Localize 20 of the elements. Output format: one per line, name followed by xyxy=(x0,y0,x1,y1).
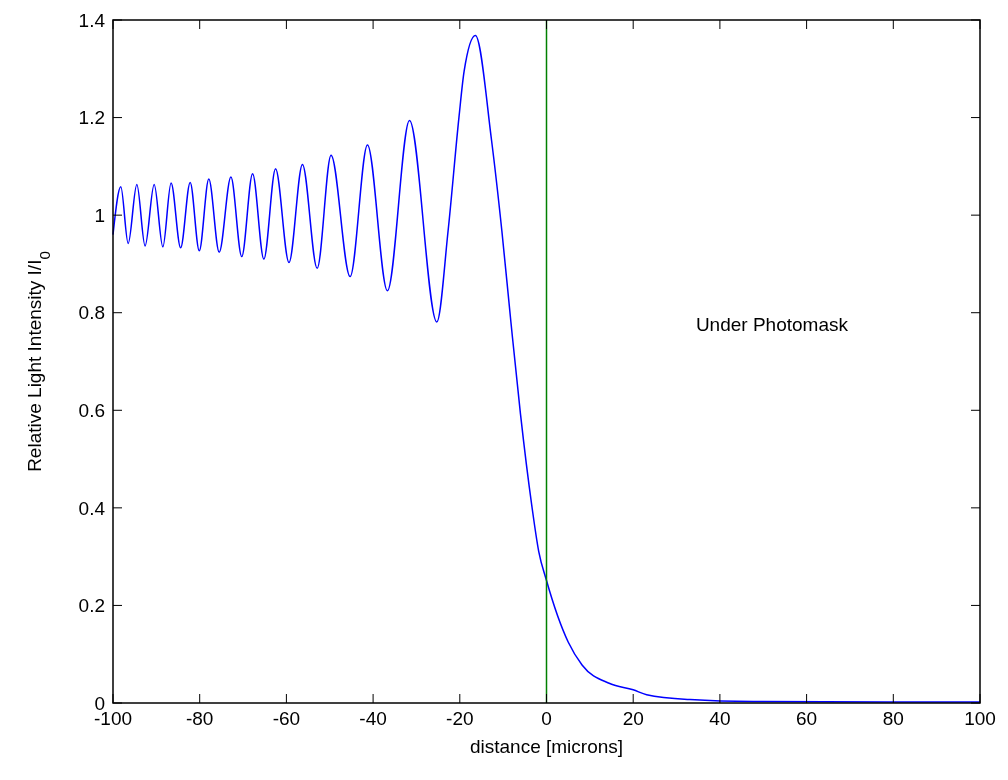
x-tick-label: 80 xyxy=(882,708,904,729)
x-tick-label: 40 xyxy=(709,708,731,729)
line-series xyxy=(112,34,981,703)
x-tick-label: 20 xyxy=(622,708,644,729)
x-tick-label: -80 xyxy=(185,708,214,729)
x-tick-label: 100 xyxy=(964,708,996,729)
x-axis-title: distance [microns] xyxy=(469,736,624,757)
y-tick-label: 1.4 xyxy=(78,9,106,31)
x-tick-label: -20 xyxy=(446,708,474,729)
x-tick-label: -60 xyxy=(272,708,301,729)
x-tick-label: 60 xyxy=(796,708,818,729)
x-tick-label: 0 xyxy=(541,708,552,729)
y-tick-label: 0.6 xyxy=(78,399,105,421)
x-tick-label: -40 xyxy=(359,708,387,729)
annotation: Under Photomask xyxy=(695,313,849,335)
y-tick-label: 0.2 xyxy=(78,595,105,617)
y-tick-label: 0.4 xyxy=(78,497,106,519)
y-tick-label: 1.2 xyxy=(78,107,105,129)
y-tick-label: 1 xyxy=(94,204,105,226)
y-tick-label: 0.8 xyxy=(78,302,105,324)
